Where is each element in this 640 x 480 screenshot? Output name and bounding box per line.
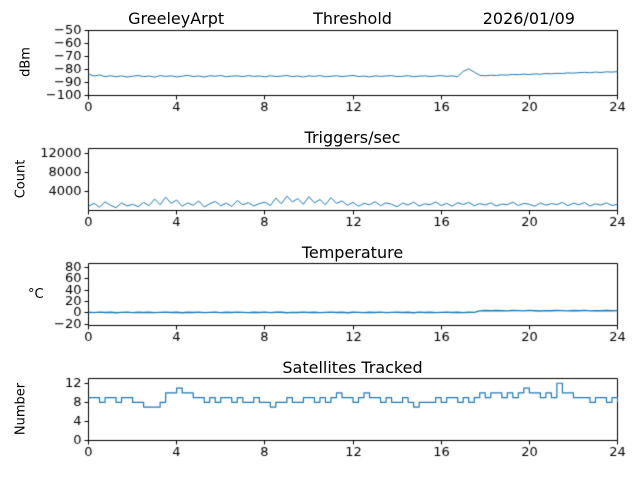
dbm-ylabel: dBm <box>18 47 34 77</box>
temperature-title: Temperature <box>301 243 404 262</box>
date-title: 2026/01/09 <box>482 9 575 28</box>
number-ylabel: Number <box>13 382 29 436</box>
top-title-row: GreeleyArpt Threshold 2026/01/09 <box>88 9 617 28</box>
satellites-title: Satellites Tracked <box>282 358 423 377</box>
celsius-ylabel: °C <box>28 287 44 302</box>
threshold-title: Threshold <box>313 9 392 28</box>
triggers-title: Triggers/sec <box>304 128 401 147</box>
count-ylabel: Count <box>13 159 29 199</box>
station-title: GreeleyArpt <box>128 9 225 28</box>
